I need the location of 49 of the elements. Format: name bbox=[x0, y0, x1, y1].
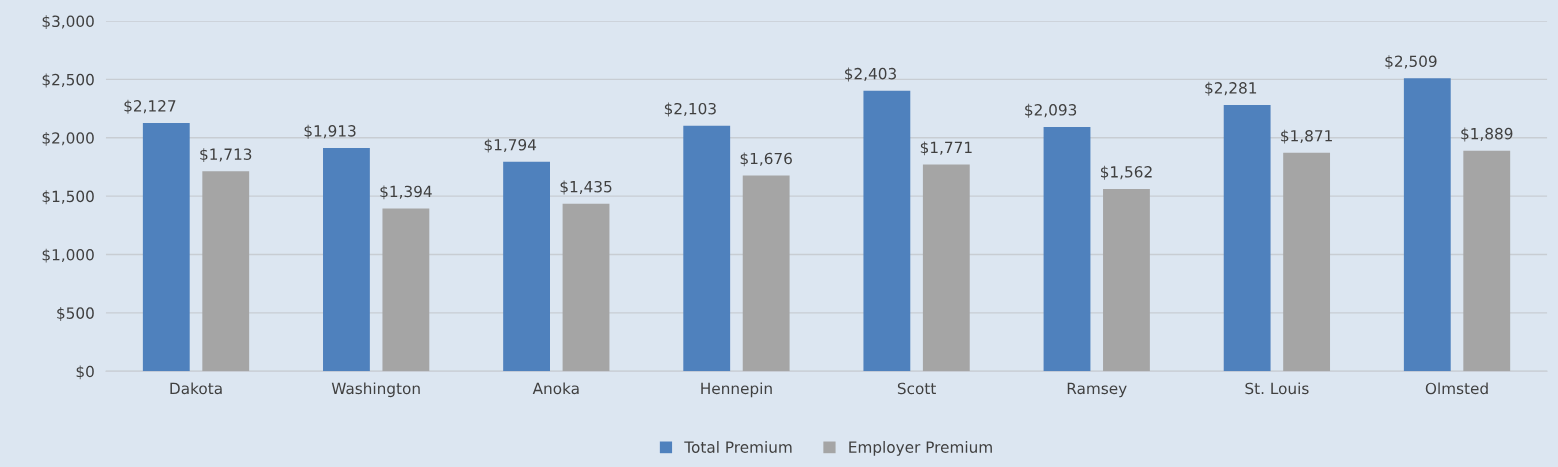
x-tick-label: St. Louis bbox=[1245, 382, 1309, 395]
data-label: $1,562 bbox=[1101, 165, 1152, 180]
data-label: $2,103 bbox=[664, 102, 716, 117]
x-tick-label: Washington bbox=[331, 382, 420, 398]
data-label: $2,281 bbox=[1205, 81, 1257, 96]
bar bbox=[863, 90, 911, 372]
bar bbox=[922, 164, 970, 372]
x-tick-label: Hennepin bbox=[701, 382, 772, 398]
y-tick-label: $500 bbox=[57, 307, 94, 321]
data-label: $1,913 bbox=[304, 124, 356, 139]
data-label: $2,127 bbox=[124, 99, 176, 114]
data-label: $1,713 bbox=[200, 148, 252, 163]
data-label: $1,889 bbox=[1461, 127, 1513, 142]
bar bbox=[503, 161, 550, 372]
legend-label: Employer Premium bbox=[849, 441, 992, 456]
bar bbox=[683, 125, 731, 372]
data-label: $2,093 bbox=[1025, 103, 1077, 118]
data-label: $1,794 bbox=[484, 138, 537, 153]
x-tick-label: Olmsted bbox=[1425, 382, 1488, 395]
bar bbox=[142, 122, 190, 372]
bar bbox=[1223, 104, 1271, 372]
x-tick-label: Scott bbox=[897, 382, 936, 395]
bar bbox=[1283, 152, 1331, 372]
data-label: $1,771 bbox=[920, 141, 972, 156]
bar bbox=[202, 171, 250, 372]
data-label: $2,403 bbox=[845, 67, 896, 82]
y-tick-label: $2,500 bbox=[42, 73, 94, 88]
bar bbox=[1103, 188, 1150, 372]
x-tick-label: Dakota bbox=[170, 382, 222, 395]
x-tick-label: Ramsey bbox=[1067, 382, 1127, 398]
data-label: $2,509 bbox=[1385, 55, 1437, 70]
data-label: $1,676 bbox=[740, 152, 792, 167]
bar bbox=[382, 208, 430, 372]
bar bbox=[562, 203, 610, 372]
y-tick-label: $0 bbox=[76, 365, 94, 380]
data-label: $1,435 bbox=[560, 180, 612, 195]
x-tick-label: Anoka bbox=[532, 382, 579, 395]
data-label: $1,394 bbox=[380, 185, 432, 200]
bar bbox=[1463, 150, 1511, 372]
y-tick-label: $1,000 bbox=[42, 248, 94, 263]
bar bbox=[742, 175, 790, 372]
bar bbox=[323, 147, 370, 372]
y-tick-label: $1,500 bbox=[42, 190, 94, 205]
y-tick-label: $2,000 bbox=[42, 131, 94, 146]
data-label: $1,871 bbox=[1281, 129, 1332, 144]
bar bbox=[1403, 78, 1451, 372]
bar bbox=[1043, 126, 1091, 372]
legend-label: Total Premium bbox=[684, 441, 792, 453]
y-tick-label: $3,000 bbox=[42, 15, 94, 30]
